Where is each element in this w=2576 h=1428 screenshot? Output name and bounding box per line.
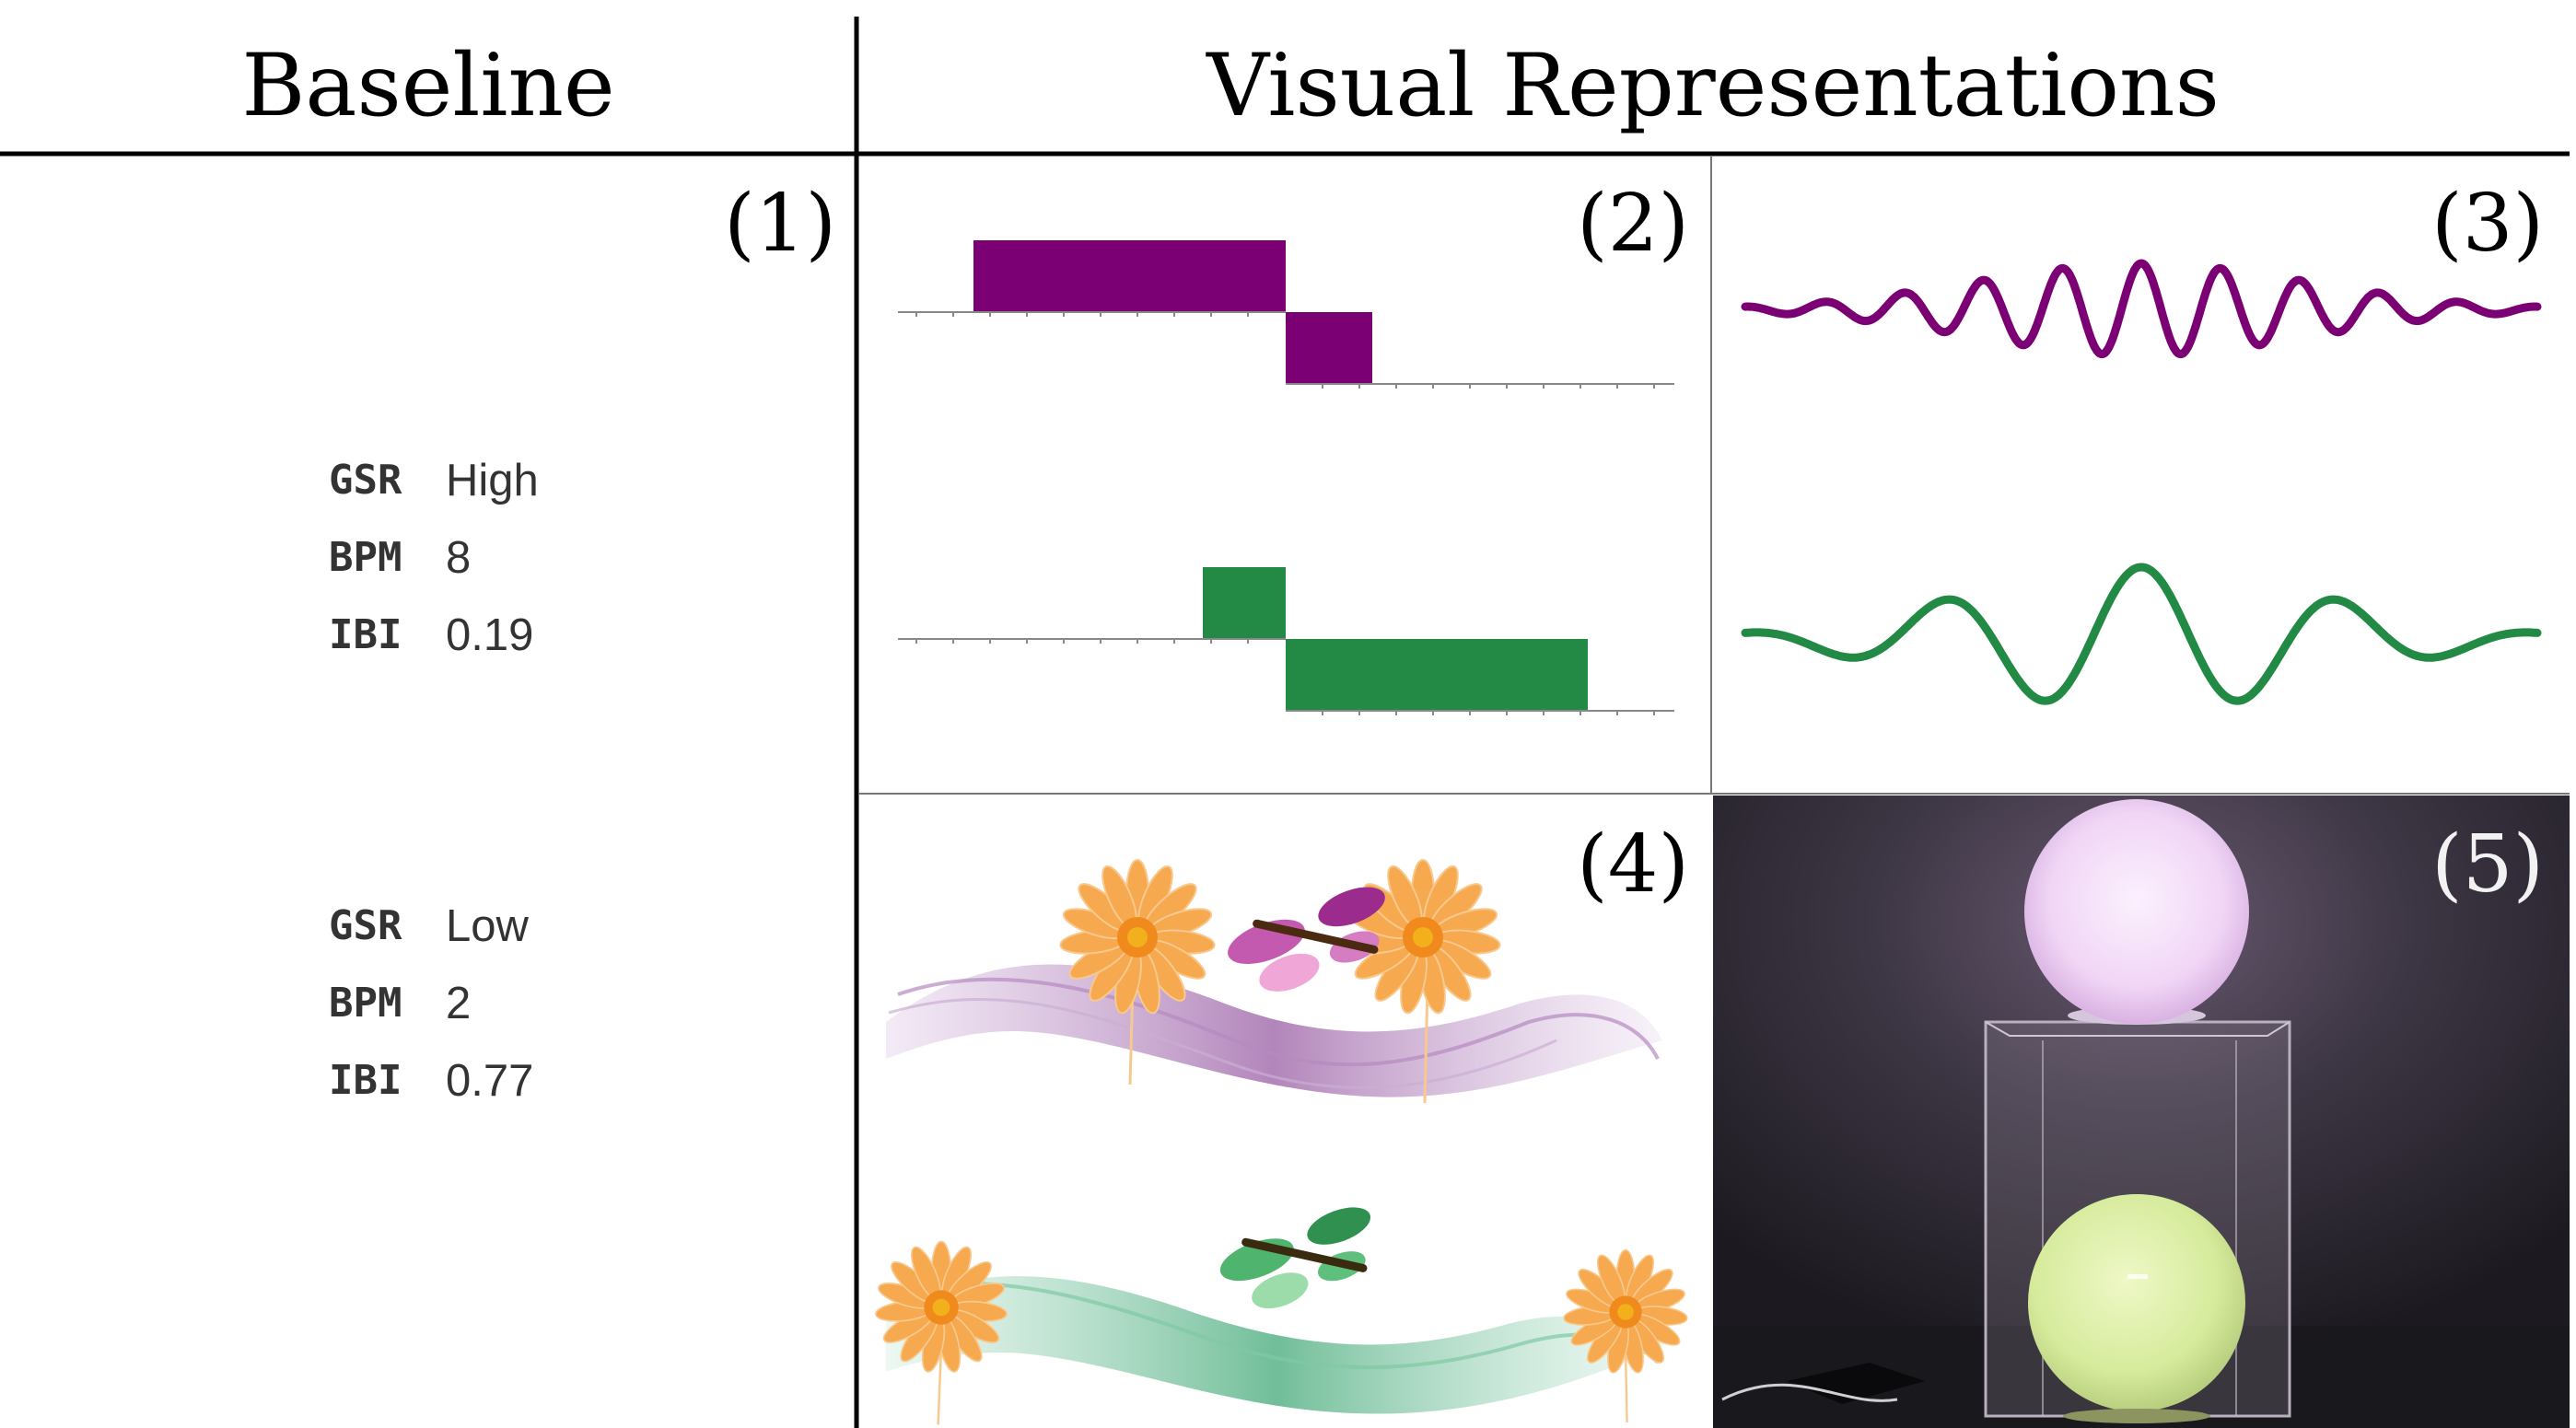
illustration-representation — [874, 859, 1689, 1425]
purple-axis-ticks — [915, 312, 1655, 389]
orb-lamp-icon — [1984, 799, 2291, 1423]
panel-label-1: (1) — [724, 178, 836, 270]
flower-icon — [1562, 1249, 1689, 1423]
panel-label-2: (2) — [1577, 178, 1689, 270]
panel-label-3: (3) — [2431, 178, 2544, 270]
baseline-header: Baseline — [241, 36, 614, 136]
visual-representations-header: Visual Representations — [1206, 36, 2220, 136]
wave-representation — [1741, 259, 2542, 705]
flower-icon — [1058, 859, 1217, 1086]
lamp-representation: (5) — [1713, 795, 2570, 1428]
bpm-key: BPM — [329, 534, 402, 581]
purple-bar-high — [973, 240, 1286, 312]
green-bar-high — [1203, 567, 1286, 639]
purple-bar-low — [1286, 312, 1372, 384]
baseline-low-readings: GSR Low BPM 2 IBI 0.77 — [329, 901, 533, 1106]
bpm-value: 8 — [446, 533, 471, 583]
bpm-key: BPM — [329, 980, 402, 1027]
butterfly-icon — [1219, 1207, 1371, 1309]
ibi-value: 0.77 — [446, 1056, 533, 1106]
bpm-value: 2 — [446, 979, 471, 1028]
green-wave — [1741, 563, 2542, 705]
ibi-value: 0.19 — [446, 610, 533, 660]
flower-icon — [1344, 859, 1502, 1104]
gsr-value: Low — [446, 901, 530, 951]
butterfly-icon — [1228, 887, 1385, 992]
gsr-key: GSR — [329, 902, 402, 949]
ibi-key: IBI — [329, 611, 402, 658]
wave-ribbon-icon — [886, 964, 1662, 1097]
ibi-key: IBI — [329, 1057, 402, 1104]
bar-representation — [898, 240, 1674, 715]
green-axis-ticks — [915, 639, 1655, 715]
panel-label-5: (5) — [2431, 818, 2544, 911]
green-bar-low — [1286, 639, 1588, 711]
panel-label-4: (4) — [1577, 818, 1689, 911]
gsr-value: High — [446, 456, 539, 505]
baseline-high-readings: GSR High BPM 8 IBI 0.19 — [329, 456, 539, 660]
gsr-key: GSR — [329, 457, 402, 504]
purple-wave — [1741, 259, 2542, 359]
flower-icon — [874, 1240, 1008, 1425]
